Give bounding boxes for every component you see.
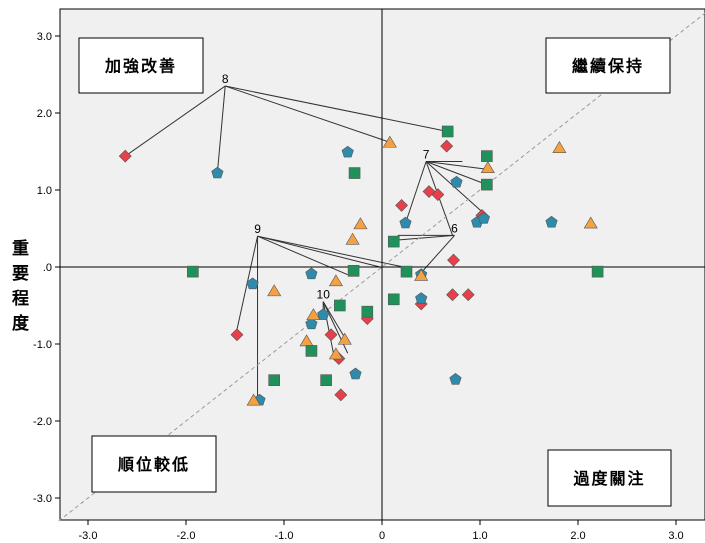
y-tick-label: 3.0 bbox=[37, 31, 52, 43]
y-tick-label: -3.0 bbox=[33, 493, 52, 505]
x-tick-label: 0 bbox=[379, 530, 385, 542]
data-point-diamond bbox=[334, 388, 348, 402]
y-tick-label: 1.0 bbox=[37, 185, 52, 197]
data-point-square bbox=[441, 125, 454, 138]
data-point-square bbox=[305, 345, 318, 357]
data-point-triangle bbox=[552, 141, 567, 153]
callout-label-7: 7 bbox=[423, 148, 430, 162]
y-tick-label: .0 bbox=[43, 262, 52, 274]
data-point-diamond bbox=[118, 149, 132, 163]
data-point-square bbox=[387, 235, 400, 248]
data-point-pentagon bbox=[305, 317, 318, 330]
quadrant-label-top-right-box bbox=[545, 37, 671, 94]
callout-label-6: 6 bbox=[451, 221, 458, 235]
data-point-triangle bbox=[306, 308, 321, 321]
callout-leader-line bbox=[257, 235, 348, 276]
callout-leader-line bbox=[216, 86, 226, 174]
callout-leader-line bbox=[235, 236, 259, 335]
data-point-diamond bbox=[461, 288, 475, 302]
x-tick-label: 1.0 bbox=[472, 530, 487, 542]
y-axis-label-char: 程 bbox=[12, 289, 29, 309]
quadrant-label-top-left-box bbox=[78, 37, 204, 94]
callout-leader-line bbox=[426, 161, 487, 170]
data-point-pentagon bbox=[450, 175, 463, 188]
callout-leader-line bbox=[405, 161, 427, 224]
callout-label-8: 8 bbox=[222, 72, 229, 86]
data-point-square bbox=[347, 265, 360, 277]
data-point-square bbox=[187, 265, 199, 278]
data-point-pentagon bbox=[211, 166, 224, 179]
callout-label-10: 10 bbox=[317, 288, 331, 302]
y-tick-label: -2.0 bbox=[33, 416, 52, 428]
data-point-square bbox=[334, 299, 346, 312]
data-point-pentagon bbox=[341, 145, 354, 158]
data-point-diamond bbox=[431, 188, 445, 202]
x-tick-label: 3.0 bbox=[668, 530, 683, 542]
data-point-square bbox=[481, 178, 493, 191]
data-point-square bbox=[387, 293, 400, 306]
callout-label-9: 9 bbox=[254, 222, 261, 236]
data-point-triangle bbox=[480, 161, 495, 173]
y-tick-label: -1.0 bbox=[33, 339, 52, 351]
callout-leader-line bbox=[225, 85, 448, 132]
data-point-square bbox=[361, 305, 374, 318]
data-point-triangle bbox=[382, 135, 397, 148]
data-point-diamond bbox=[324, 328, 338, 342]
callout-leader-line bbox=[257, 235, 381, 268]
quadrant-label-top-right: 繼續保持 bbox=[572, 57, 644, 76]
data-point-square bbox=[481, 150, 493, 162]
data-point-pentagon bbox=[545, 215, 558, 228]
data-point-pentagon bbox=[415, 292, 428, 304]
quadrant-label-top-left: 加強改善 bbox=[104, 57, 177, 76]
callout-leader-line bbox=[421, 235, 455, 272]
quadrant-label-bottom-left-box bbox=[91, 435, 217, 493]
callout-leader-line bbox=[425, 161, 488, 186]
data-point-diamond bbox=[447, 253, 460, 267]
data-point-diamond bbox=[395, 198, 409, 212]
data-point-triangle bbox=[328, 274, 343, 287]
quadrant-label-bottom-left: 順位較低 bbox=[117, 455, 190, 474]
data-point-triangle bbox=[337, 332, 352, 345]
data-point-square bbox=[348, 167, 361, 179]
callout-leader-line bbox=[322, 301, 347, 340]
data-point-triangle bbox=[345, 232, 360, 245]
callout-leader-line bbox=[124, 85, 226, 157]
data-point-triangle bbox=[246, 393, 261, 406]
callout-leader-line bbox=[225, 85, 391, 143]
data-point-pentagon bbox=[399, 216, 412, 229]
data-point-triangle bbox=[583, 216, 598, 229]
data-point-square bbox=[268, 374, 281, 386]
data-point-square bbox=[400, 265, 413, 278]
data-point-square bbox=[591, 265, 604, 278]
data-point-pentagon bbox=[449, 373, 462, 385]
data-point-pentagon bbox=[246, 277, 259, 290]
x-tick-label: -2.0 bbox=[177, 530, 196, 542]
data-point-diamond bbox=[440, 139, 454, 153]
data-point-diamond bbox=[230, 328, 244, 342]
quadrant-label-bottom-right: 過度關注 bbox=[572, 469, 645, 488]
callout-leader-line bbox=[425, 161, 488, 217]
data-point-triangle bbox=[414, 268, 429, 281]
data-point-pentagon bbox=[477, 212, 490, 224]
data-point-pentagon bbox=[349, 367, 362, 380]
data-point-pentagon bbox=[305, 267, 318, 280]
y-axis-label-char: 度 bbox=[12, 314, 29, 334]
data-point-pentagon bbox=[317, 308, 330, 320]
callout-leader-line bbox=[257, 235, 404, 268]
x-tick-label: -1.0 bbox=[275, 530, 294, 542]
data-point-triangle bbox=[267, 284, 282, 297]
data-point-square bbox=[320, 374, 332, 386]
y-axis-label-char: 要 bbox=[12, 264, 29, 284]
x-tick-label: -3.0 bbox=[79, 530, 98, 542]
callout-leader-line bbox=[397, 234, 455, 241]
data-point-triangle bbox=[328, 347, 343, 360]
y-axis-label-char: 重 bbox=[12, 239, 29, 259]
y-tick-label: 2.0 bbox=[37, 108, 52, 120]
data-point-diamond bbox=[446, 288, 459, 302]
quadrant-label-bottom-right-box bbox=[547, 449, 672, 507]
x-tick-label: 2.0 bbox=[570, 530, 585, 542]
data-point-triangle bbox=[353, 217, 368, 230]
